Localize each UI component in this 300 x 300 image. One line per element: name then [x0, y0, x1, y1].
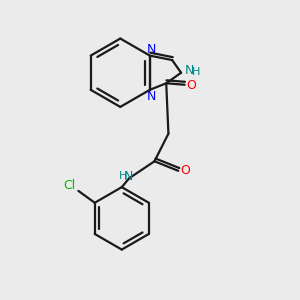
Text: O: O	[186, 79, 196, 92]
Text: N: N	[124, 170, 133, 183]
Text: N: N	[147, 43, 156, 56]
Text: H: H	[118, 171, 127, 181]
Text: N: N	[147, 90, 156, 103]
Text: H: H	[192, 67, 201, 76]
Text: O: O	[180, 164, 190, 177]
Text: N: N	[185, 64, 194, 77]
Text: Cl: Cl	[63, 179, 76, 192]
